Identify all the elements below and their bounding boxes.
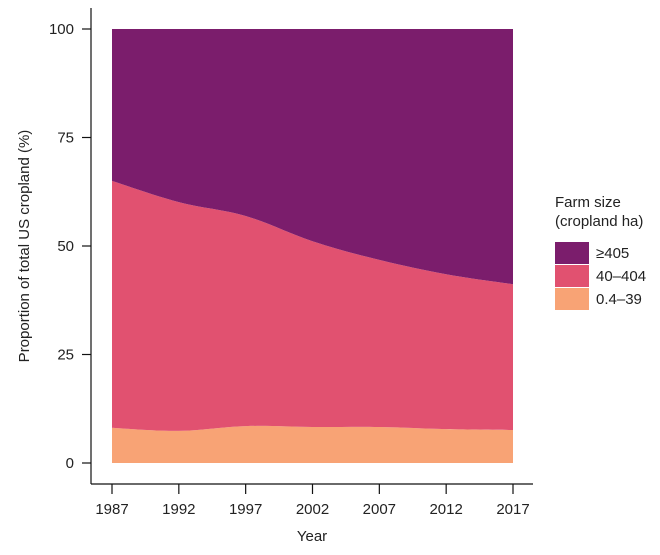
y-tick-label: 100 xyxy=(49,21,74,38)
legend-label-medium: 40–404 xyxy=(596,267,647,285)
y-tick-label: 75 xyxy=(57,130,74,147)
x-tick-label: 1987 xyxy=(95,501,128,518)
area-series-0 xyxy=(112,425,513,463)
legend-label-large: ≥405 xyxy=(596,244,630,262)
legend-title-line1: Farm size xyxy=(555,194,621,211)
area-series-2 xyxy=(112,29,513,285)
legend-item-large: ≥405 xyxy=(555,242,646,264)
y-tick-label: 25 xyxy=(57,347,74,364)
x-tick-label: 2002 xyxy=(296,501,329,518)
x-tick-label: 2017 xyxy=(496,501,529,518)
legend-title-line2: (cropland ha) xyxy=(555,213,644,230)
y-tick-label: 0 xyxy=(66,455,74,472)
x-tick-label: 1992 xyxy=(162,501,195,518)
x-axis-title: Year xyxy=(297,528,327,545)
legend-swatch-small xyxy=(555,288,589,310)
x-tick-label: 2012 xyxy=(429,501,462,518)
legend-label-small: 0.4–39 xyxy=(596,290,642,308)
legend: Farm size (cropland ha) ≥405 40–404 0.4–… xyxy=(555,193,646,311)
legend-title: Farm size (cropland ha) xyxy=(555,193,646,231)
area-layers xyxy=(112,29,513,463)
y-tick-label: 50 xyxy=(57,238,74,255)
y-axis-title: Proportion of total US cropland (%) xyxy=(16,130,33,363)
x-tick-label: 1997 xyxy=(229,501,262,518)
y-ticks: 0 25 50 75 100 xyxy=(49,21,91,472)
legend-swatch-medium xyxy=(555,265,589,287)
area-series-1 xyxy=(112,180,513,431)
x-tick-label: 2007 xyxy=(363,501,396,518)
legend-item-medium: 40–404 xyxy=(555,265,646,287)
legend-item-small: 0.4–39 xyxy=(555,288,646,310)
legend-swatch-large xyxy=(555,242,589,264)
x-ticks: 1987 1992 1997 2002 2007 2012 2017 xyxy=(95,484,530,518)
